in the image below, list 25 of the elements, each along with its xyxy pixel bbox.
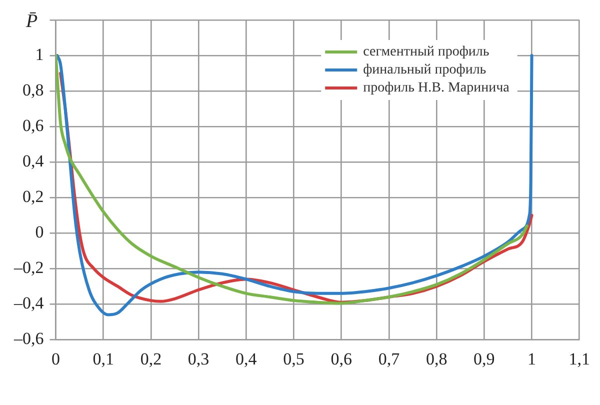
x-tick-label: 0,4 (236, 349, 258, 368)
x-tick-label: 0,3 (188, 349, 210, 368)
y-tick-label: –0,6 (13, 329, 44, 348)
y-tick-label: –0,2 (13, 258, 44, 278)
x-tick-label: 0,2 (140, 349, 162, 368)
x-tick-label: 0,1 (92, 349, 114, 368)
x-tick-label: 0,5 (283, 349, 304, 368)
y-tick-label: 0,8 (22, 80, 44, 100)
legend-label: финальный профиль (363, 62, 486, 78)
y-tick-label: –0,4 (13, 294, 44, 313)
x-tick-label: 1 (528, 349, 536, 368)
x-tick-label: 1,1 (568, 349, 590, 368)
x-tick-label: 0,8 (426, 349, 448, 368)
y-tick-label: 0,6 (22, 116, 44, 135)
y-tick-label: 0 (35, 222, 44, 242)
y-tick-label: 1 (35, 44, 44, 64)
x-tick-label: 0,6 (330, 349, 352, 368)
legend-label: профиль Н.В. Маринича (363, 80, 510, 96)
legend-label: сегментный профиль (363, 44, 490, 60)
x-tick-label: 0,9 (474, 349, 495, 368)
x-tick-label: 0,7 (378, 349, 400, 368)
x-tick-label: 0 (52, 349, 60, 368)
y-tick-label: 0,2 (22, 187, 44, 206)
y-tick-label: 0,4 (22, 152, 44, 171)
y-axis-title: P̄ (24, 11, 38, 32)
